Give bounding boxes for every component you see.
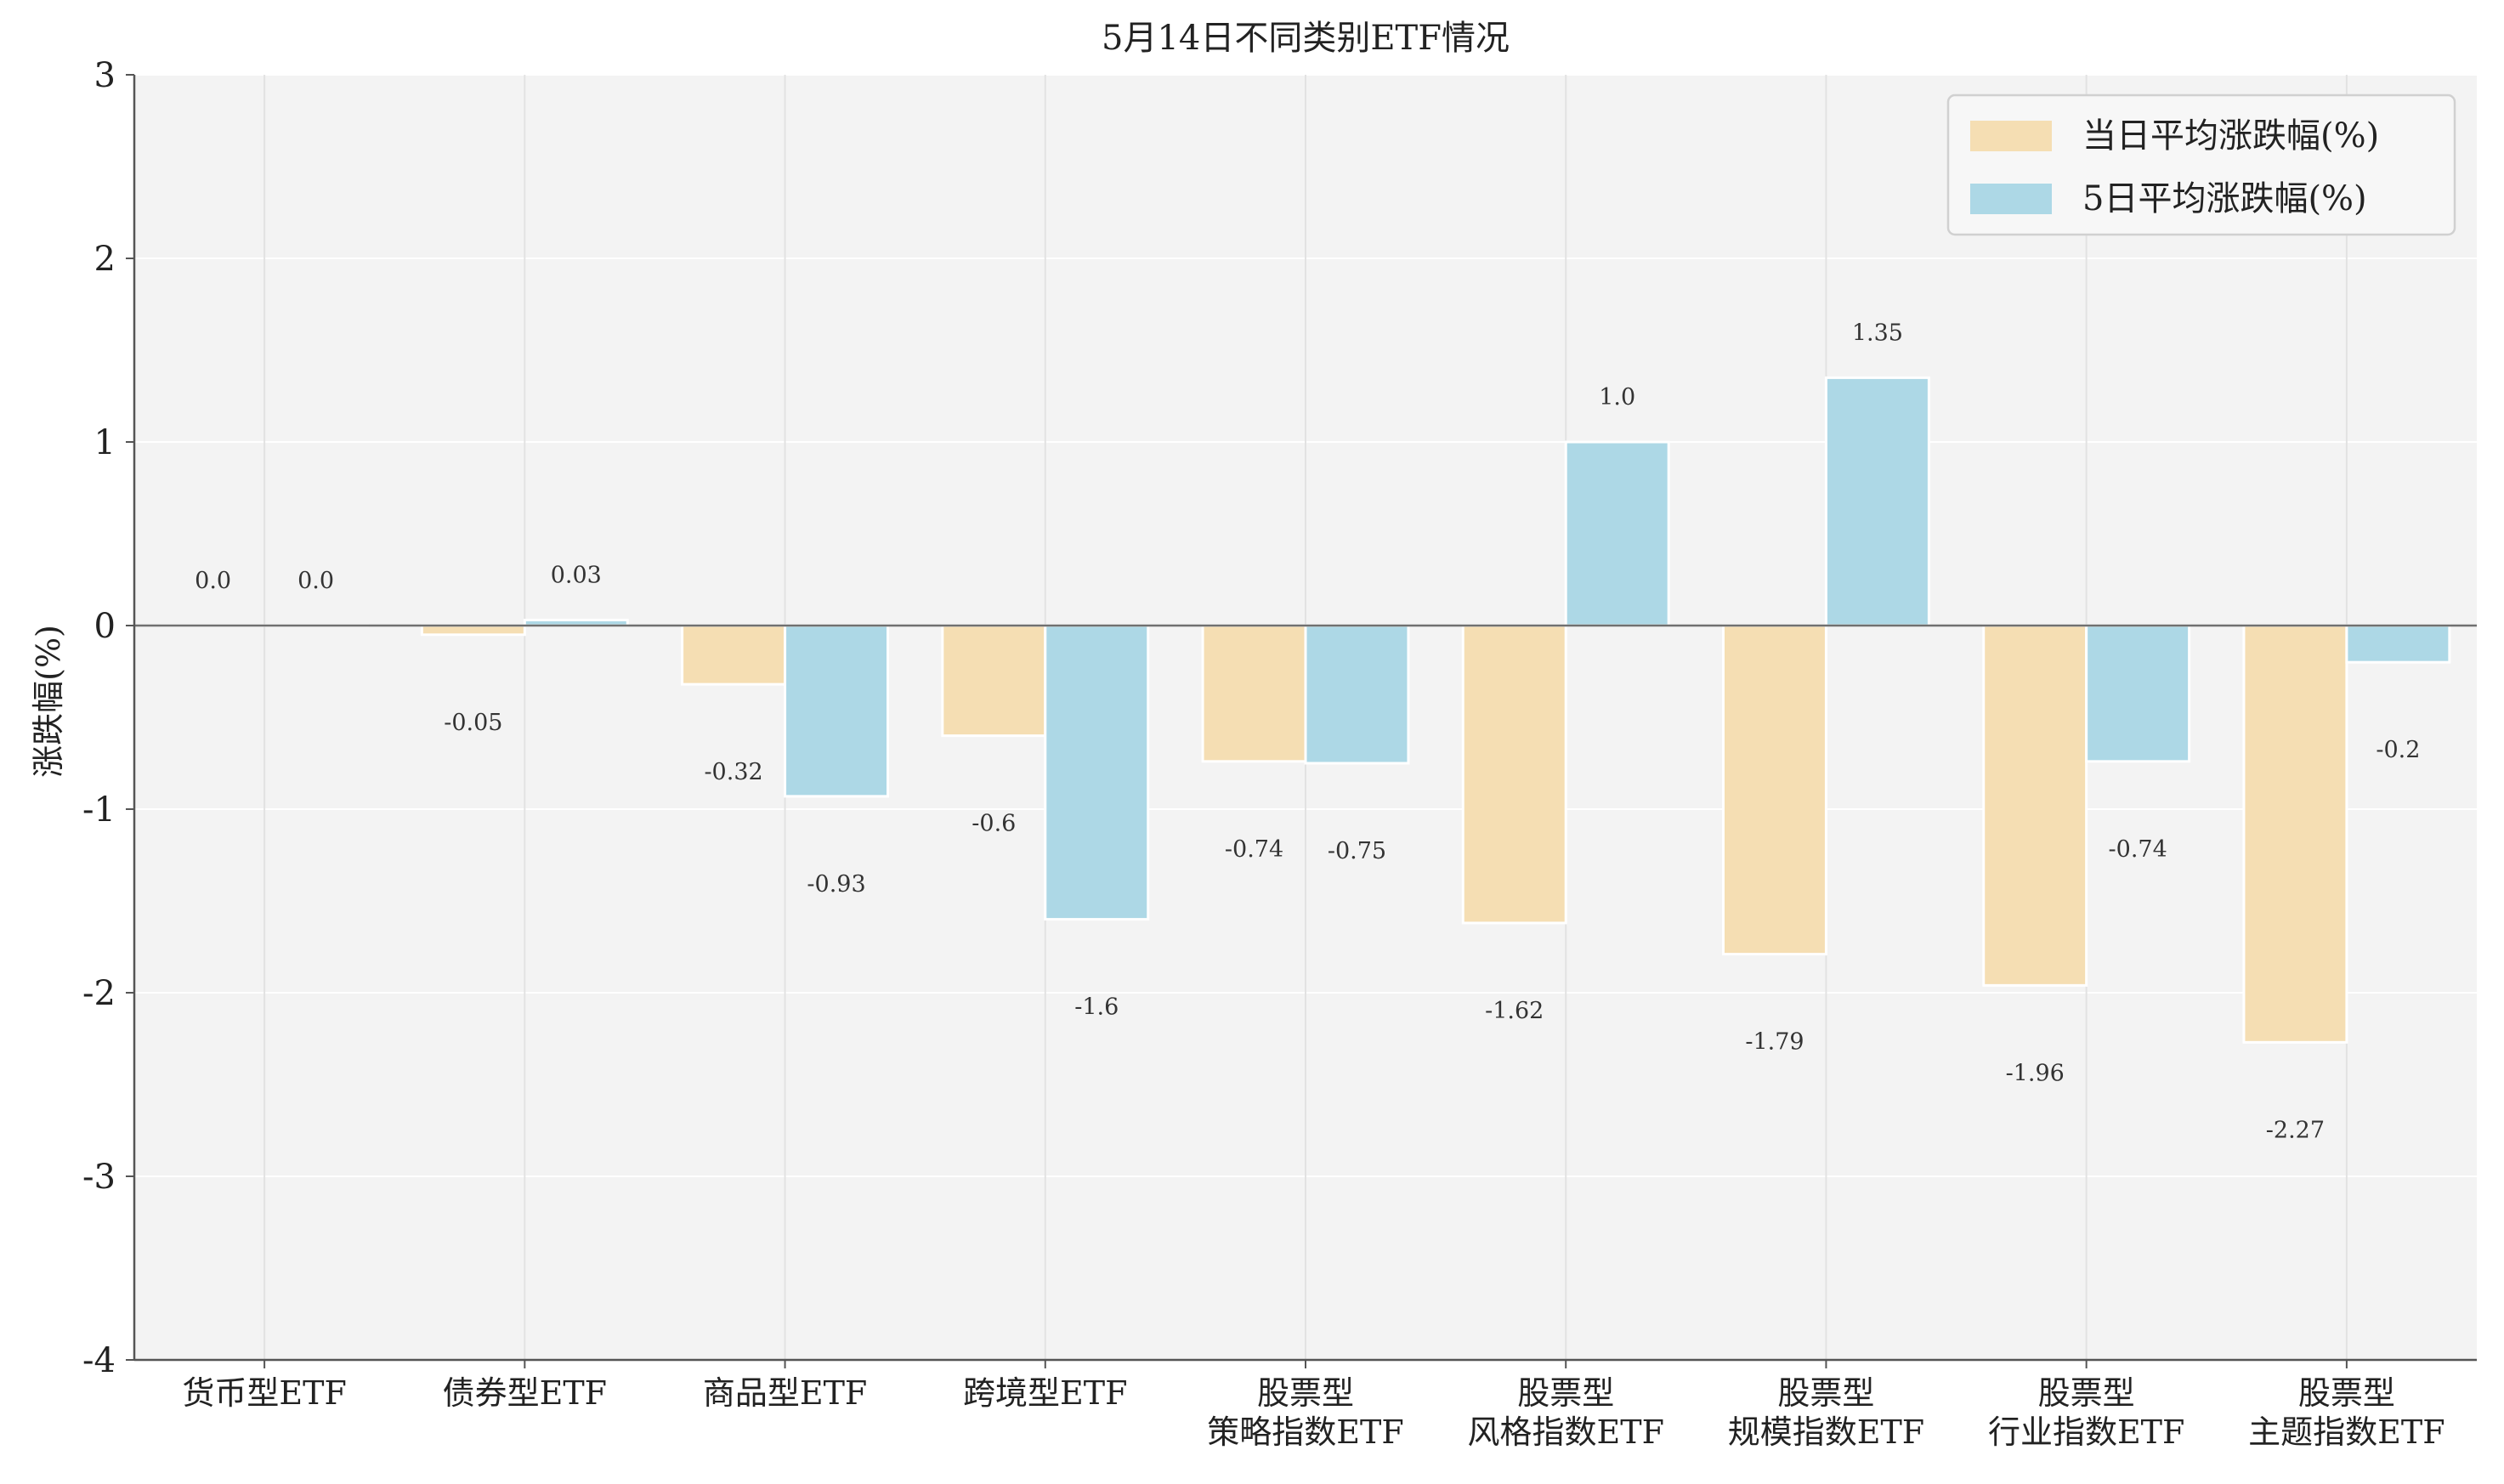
bar-series-2	[2345, 624, 2451, 664]
data-label: -1.62	[1485, 998, 1544, 1024]
x-tick-label: 货币型ETF	[182, 1374, 346, 1412]
bar-series-1	[1721, 624, 1827, 956]
data-label: 1.0	[1599, 384, 1635, 411]
x-tick-label: 股票型规模指数ETF	[1728, 1374, 1924, 1451]
x-tick-label-line: 行业指数ETF	[1988, 1413, 2184, 1451]
data-label: 0.03	[551, 563, 602, 589]
plot-area: 3 2 1 0 -1 -2 -3 -4 0.0 -0.05 -0.32 -0.6 -0.74 -1.62 -…	[82, 56, 2477, 1451]
x-tick-label-line: 主题指数ETF	[2248, 1413, 2445, 1451]
y-tick-label: 3	[94, 56, 116, 95]
bar-series-1	[420, 624, 526, 637]
data-label: -0.75	[1328, 838, 1386, 864]
x-tick-label: 商品型ETF	[703, 1374, 867, 1412]
bar-series-1	[2242, 624, 2348, 1044]
data-label: -0.74	[1225, 836, 1283, 863]
x-tick-label-line: 货币型ETF	[182, 1374, 346, 1412]
x-tick-label: 股票型策略指数ETF	[1207, 1374, 1403, 1451]
x-tick-label: 股票型行业指数ETF	[1988, 1374, 2184, 1451]
bar-series-1	[1201, 624, 1307, 763]
data-label: -0.32	[704, 759, 762, 785]
bar-series-2	[1564, 440, 1670, 627]
data-label: -1.96	[2006, 1060, 2065, 1086]
bar-series-2	[1304, 624, 1410, 765]
bar-series-2	[2085, 624, 2191, 763]
y-tick-label: 0	[94, 607, 116, 646]
x-tick-label: 股票型风格指数ETF	[1467, 1374, 1663, 1451]
y-axis-label: 涨跌幅(%)	[30, 625, 67, 778]
bar-series-1	[681, 624, 787, 686]
data-label: -0.74	[2109, 836, 2167, 863]
data-label: 1.35	[1852, 320, 1903, 346]
data-label: -1.6	[1074, 994, 1119, 1021]
data-label: -0.6	[972, 811, 1016, 837]
x-tick-label-line: 股票型	[2038, 1374, 2135, 1412]
y-tick-label: 1	[94, 423, 116, 462]
y-tick-label: 2	[94, 240, 116, 279]
data-label: -0.93	[807, 871, 865, 898]
data-label: -1.79	[1745, 1029, 1804, 1056]
x-tick-label-line: 债券型ETF	[443, 1374, 607, 1412]
bar-series-2	[1824, 376, 1930, 627]
x-tick-label: 债券型ETF	[443, 1374, 607, 1412]
bar-series-2	[1044, 624, 1150, 921]
y-tick-label: -3	[82, 1158, 116, 1197]
legend-label-1: 当日平均涨跌幅(%)	[2082, 116, 2379, 156]
x-tick-label-line: 策略指数ETF	[1207, 1413, 1403, 1451]
data-label: -0.2	[2376, 737, 2420, 763]
y-tick-label: -2	[82, 974, 116, 1013]
x-tick-label-line: 股票型	[2298, 1374, 2395, 1412]
data-label: 0.0	[195, 568, 231, 594]
data-label: -2.27	[2266, 1117, 2325, 1143]
legend-swatch-2	[1970, 184, 2052, 214]
legend: 当日平均涨跌幅(%) 5日平均涨跌幅(%)	[1946, 93, 2456, 236]
y-tick-label: -1	[82, 790, 116, 830]
x-tick-label-line: 商品型ETF	[703, 1374, 867, 1412]
x-tick-label-line: 股票型	[1517, 1374, 1614, 1412]
data-label: -0.05	[444, 710, 502, 736]
bar-series-1	[1982, 624, 2088, 987]
bar-series-1	[1461, 624, 1567, 925]
x-tick-label: 股票型主题指数ETF	[2248, 1374, 2445, 1451]
bar-series-1	[941, 624, 1047, 738]
data-label: 0.0	[297, 568, 334, 594]
bar-series-2	[784, 624, 890, 798]
x-tick-label-line: 股票型	[1777, 1374, 1874, 1412]
legend-label-2: 5日平均涨跌幅(%)	[2082, 179, 2367, 218]
x-tick-label-line: 股票型	[1257, 1374, 1354, 1412]
legend-box	[1946, 93, 2456, 236]
y-tick-label: -4	[82, 1341, 116, 1380]
x-tick-label-line: 风格指数ETF	[1467, 1413, 1663, 1451]
chart-title: 5月14日不同类别ETF情况	[1102, 19, 1510, 58]
x-tick-label: 跨境型ETF	[963, 1374, 1127, 1412]
x-tick-label-line: 跨境型ETF	[963, 1374, 1127, 1412]
x-tick-label-line: 规模指数ETF	[1728, 1413, 1924, 1451]
legend-swatch-1	[1970, 121, 2052, 151]
